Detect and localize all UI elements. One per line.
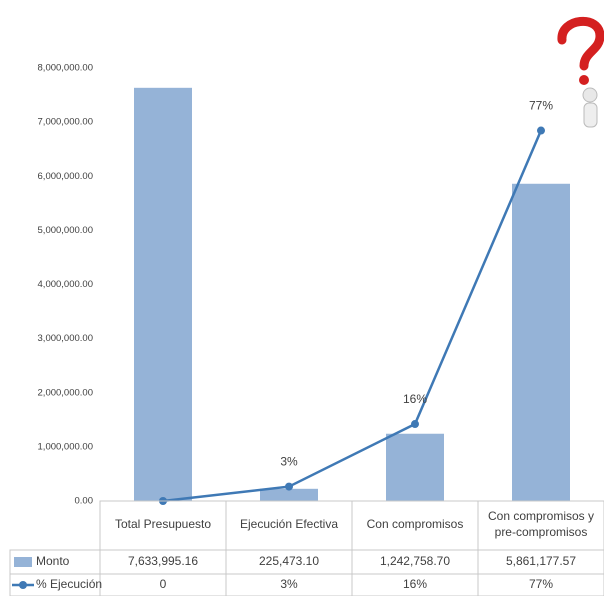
y-tick-label: 2,000,000.00 (38, 387, 93, 398)
legend-swatch (14, 557, 32, 567)
y-tick-label: 3,000,000.00 (38, 333, 93, 344)
table-value: 5,861,177.57 (506, 554, 576, 568)
x-tick-label: Con compromisos y pre-compromisos (488, 509, 594, 539)
line-point (285, 482, 293, 491)
y-tick-label: 5,000,000.00 (38, 225, 93, 236)
table-value: 7,633,995.16 (128, 554, 198, 568)
y-tick-label: 7,000,000.00 (38, 117, 93, 128)
table-value: 77% (529, 577, 553, 591)
data-label: 3% (280, 455, 298, 469)
line (162, 130, 543, 503)
table-cell (477, 573, 604, 596)
x-tick-label: Con compromisos (367, 517, 464, 531)
legend-label: % Ejecución (36, 577, 102, 591)
table-value: 16% (403, 577, 427, 591)
question-figure (557, 17, 604, 128)
table-value: 0 (160, 577, 167, 591)
table-value: 225,473.10 (259, 554, 319, 568)
bar (512, 183, 570, 501)
legend-swatch (19, 581, 27, 589)
bar (134, 87, 192, 502)
table-value: 1,242,758.70 (380, 554, 450, 568)
x-tick-label: Ejecución Efectiva (240, 517, 338, 531)
line-point (411, 420, 419, 429)
bar (386, 433, 444, 501)
data-label: 16% (403, 392, 427, 406)
line-point (537, 126, 545, 135)
table-value: 3% (280, 577, 298, 591)
data-label: 77% (529, 99, 553, 113)
x-tick-label: Total Presupuesto (115, 517, 211, 531)
y-tick-label: 0.00 (75, 496, 94, 507)
y-tick-label: 6,000,000.00 (38, 171, 93, 182)
y-tick-label: 4,000,000.00 (38, 279, 93, 290)
legend-label: Monto (36, 554, 70, 568)
table-cell (9, 573, 101, 596)
y-tick-label: 8,000,000.00 (38, 63, 93, 74)
y-tick-label: 1,000,000.00 (38, 441, 93, 452)
bar (260, 488, 318, 501)
